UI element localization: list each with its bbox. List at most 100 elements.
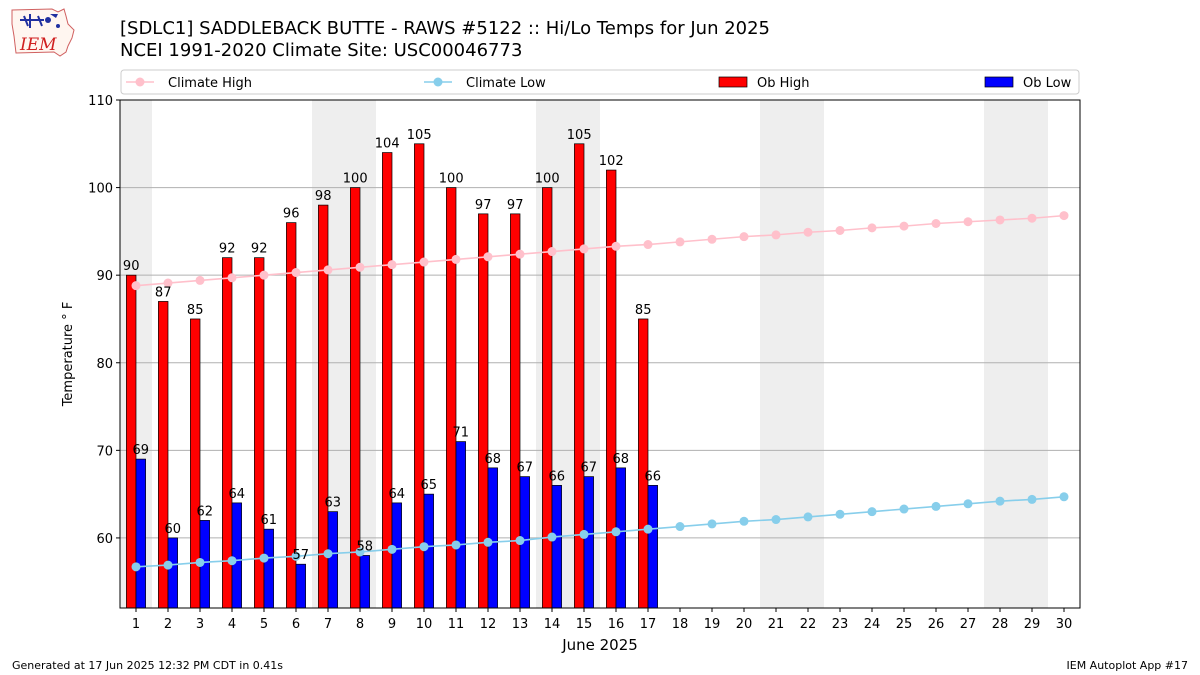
ob-high-bar	[606, 169, 617, 609]
climate-high-point	[291, 268, 301, 278]
climate-low-point	[547, 532, 557, 542]
ob-low-bar	[167, 537, 178, 609]
ob-high-bar	[638, 318, 649, 609]
climate-high-point	[1059, 211, 1069, 221]
climate-low-point	[899, 504, 909, 514]
x-tick-label: 23	[832, 617, 849, 632]
ob-high-bar-label: 100	[439, 172, 464, 187]
climate-low-point	[611, 527, 621, 537]
ob-high-bar-label: 85	[187, 303, 204, 318]
climate-high-point	[707, 234, 717, 244]
legend-ob-low-legend-label: Ob Low	[1023, 76, 1072, 91]
x-tick-label: 9	[388, 617, 396, 632]
climate-high-point	[995, 215, 1005, 225]
ob-high-bar	[126, 274, 137, 609]
legend-ob-high-legend-label: Ob High	[757, 76, 810, 91]
ob-high-bar-label: 102	[599, 154, 624, 169]
climate-low-point	[963, 499, 973, 509]
ob-high-bar-label: 100	[343, 172, 368, 187]
climate-high-point	[131, 281, 141, 291]
climate-low-point	[451, 540, 461, 550]
ob-low-bar-label: 68	[485, 452, 502, 467]
ob-low-bar	[359, 555, 370, 609]
climate-low-point	[227, 556, 237, 566]
climate-low-point	[707, 519, 717, 529]
climate-high-point	[675, 237, 685, 247]
climate-high-point	[771, 230, 781, 240]
x-tick-label: 17	[640, 617, 657, 632]
climate-high-line	[135, 214, 1065, 287]
grid-lines	[120, 99, 1080, 539]
climate-high-point	[643, 240, 653, 250]
ob-low-bar-label: 63	[325, 496, 342, 511]
ob-low-bar-label: 64	[389, 487, 406, 502]
climate-low-point	[291, 551, 301, 561]
legend-climate-low-legend-label: Climate Low	[466, 76, 546, 91]
climate-high-point	[803, 227, 813, 237]
ob-low-bar	[455, 441, 466, 609]
x-tick-label: 24	[864, 617, 881, 632]
ob-low-bar-label: 67	[517, 461, 534, 476]
climate-low-point	[355, 547, 365, 557]
climate-low-point	[579, 529, 589, 539]
climate-low-point	[323, 549, 333, 559]
climate-low-point	[195, 557, 205, 567]
climate-high-point	[515, 249, 525, 259]
x-tick-label: 1	[132, 617, 140, 632]
climate-high-point	[451, 254, 461, 264]
climate-low-point	[1059, 492, 1069, 502]
ob-low-bar-label: 58	[357, 539, 374, 554]
observed-bars	[126, 143, 658, 609]
climate-low-point	[131, 562, 141, 572]
climate-high-point	[899, 221, 909, 231]
ob-high-bar	[318, 204, 329, 609]
ob-low-bar	[423, 493, 434, 609]
climate-high-point	[195, 275, 205, 285]
climate-high-point	[739, 232, 749, 242]
ob-low-bar-label: 68	[613, 452, 630, 467]
y-axis-label: Temperature ° F	[61, 302, 76, 408]
climate-high-point	[579, 244, 589, 254]
ob-low-bar-label: 65	[421, 478, 438, 493]
climate-low-point	[739, 516, 749, 526]
climate-high-point	[259, 270, 269, 280]
x-tick-label: 11	[448, 617, 465, 632]
ob-high-bar-label: 92	[251, 242, 268, 257]
ob-high-bar-label: 96	[283, 207, 300, 222]
climate-lines	[131, 211, 1069, 572]
climate-high-point	[483, 252, 493, 262]
chart-title: [SDLC1] SADDLEBACK BUTTE - RAWS #5122 ::…	[120, 18, 771, 39]
ob-low-bar-label: 57	[293, 548, 310, 563]
legend-ob-low-swatch	[984, 76, 1014, 88]
ob-high-bar-label: 90	[123, 259, 140, 274]
climate-low-point	[867, 507, 877, 517]
x-tick-label: 18	[672, 617, 689, 632]
ob-low-bar	[295, 563, 306, 609]
legend: Climate High Climate Low Ob High Ob Low	[120, 69, 1080, 95]
x-tick-label: 10	[416, 617, 433, 632]
ob-high-bar-label: 98	[315, 189, 332, 204]
legend-climate-high-marker	[135, 77, 145, 87]
climate-low-line	[135, 495, 1065, 568]
x-tick-label: 16	[608, 617, 625, 632]
climate-low-point	[163, 560, 173, 570]
ob-high-bar-label: 97	[507, 198, 524, 213]
y-tick-label: 80	[96, 357, 113, 372]
ob-low-bar-label: 66	[549, 469, 566, 484]
climate-low-point	[515, 536, 525, 546]
ob-low-bar	[615, 467, 626, 609]
ob-low-bar-label: 64	[229, 487, 246, 502]
climate-high-point	[867, 223, 877, 233]
climate-high-point	[163, 278, 173, 288]
ob-low-bar-label: 67	[581, 461, 598, 476]
climate-low-point	[643, 524, 653, 534]
legend-climate-high-legend-label: Climate High	[168, 76, 252, 91]
ob-high-bar	[382, 152, 393, 609]
ob-low-bar	[231, 502, 242, 609]
ob-high-bar	[478, 213, 489, 609]
climate-low-point	[259, 553, 269, 563]
weekend-shade	[760, 100, 824, 608]
x-tick-label: 8	[356, 617, 364, 632]
legend-climate-low-marker	[433, 77, 443, 87]
